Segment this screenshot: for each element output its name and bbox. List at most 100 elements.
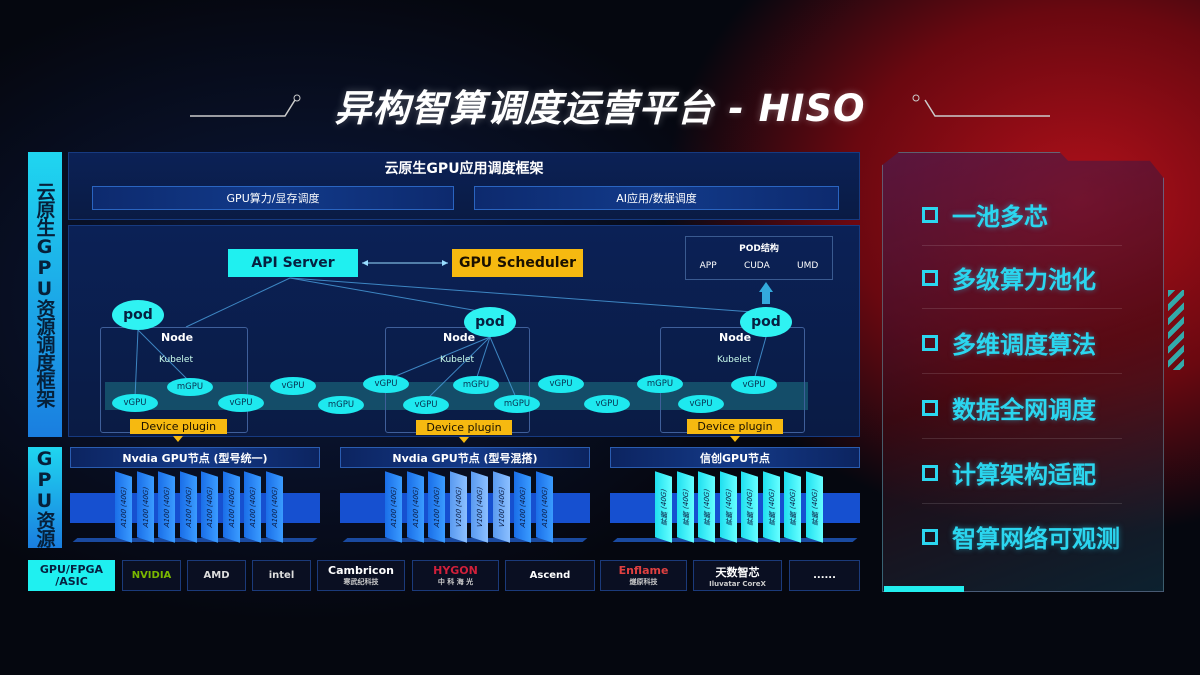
gpu-card: 昇腾 (40G) bbox=[719, 471, 737, 543]
vendor-logo: AMD bbox=[187, 560, 246, 591]
gpu-card: 昇腾 (40G) bbox=[784, 471, 801, 543]
feature-item: 智算网络可观测 bbox=[922, 519, 1120, 554]
pod-3: pod bbox=[740, 307, 792, 337]
gpu-unit: mGPU bbox=[494, 395, 540, 413]
gpu-card: A100 (40G) bbox=[406, 471, 424, 543]
framework-panel: 云原生GPU应用调度框架 GPU算力/显存调度 AI应用/数据调度 bbox=[68, 152, 860, 220]
feature-item: 多维调度算法 bbox=[922, 325, 1096, 360]
node-label: Node bbox=[719, 331, 752, 344]
kubelet-label: Kubelet bbox=[717, 355, 751, 365]
vendor-logo: ...... bbox=[789, 560, 860, 591]
gpu-unit: vGPU bbox=[678, 395, 724, 413]
gpu-unit: vGPU bbox=[403, 396, 449, 414]
title-decoration bbox=[190, 94, 1050, 117]
gpu-card: A100 (40G) bbox=[136, 471, 154, 543]
checkbox-icon bbox=[922, 399, 938, 416]
page-title: 异构智算调度运营平台 - HISO bbox=[334, 87, 866, 130]
device-plugin-2: Device plugin bbox=[416, 420, 512, 435]
gpu-unit: mGPU bbox=[637, 375, 683, 393]
framework-title: 云原生GPU应用调度框架 bbox=[384, 161, 544, 177]
gpu-card: A100 (40G) bbox=[514, 471, 531, 543]
gpu-node-header: Nvdia GPU节点 (型号统一) bbox=[70, 447, 320, 468]
kubelet-label: Kubelet bbox=[159, 355, 193, 365]
feature-item: 数据全网调度 bbox=[922, 390, 1096, 425]
checkbox-icon bbox=[922, 528, 938, 545]
pod-2: pod bbox=[464, 307, 516, 337]
pod-struct-item: CUDA bbox=[743, 261, 770, 271]
vendor-logo: Enflame 燧原科技 bbox=[600, 560, 687, 591]
gpu-card: A100 (40G) bbox=[158, 471, 175, 543]
divider bbox=[922, 373, 1122, 374]
arrow-down-icon bbox=[173, 436, 183, 442]
gpu-unit: vGPU bbox=[218, 394, 264, 412]
checkbox-icon bbox=[922, 206, 938, 223]
gpu-card: A100 (40G) bbox=[265, 471, 283, 543]
checkbox-icon bbox=[922, 464, 938, 481]
gpu-scheduler-box: GPU Scheduler bbox=[452, 249, 583, 277]
vendor-logo: 天数智芯 Iluvatar CoreX bbox=[693, 560, 782, 591]
pod-1: pod bbox=[112, 300, 164, 330]
checkbox-icon bbox=[922, 269, 938, 286]
node-label: Node bbox=[443, 331, 476, 344]
divider bbox=[922, 438, 1122, 439]
feature-item: 一池多芯 bbox=[922, 197, 1048, 232]
gpu-card: 昇腾 (40G) bbox=[805, 471, 823, 543]
vendor-logo: HYGON 中 科 海 光 bbox=[412, 560, 499, 591]
corner-accent bbox=[884, 586, 964, 592]
gpu-card: A100 (40G) bbox=[201, 471, 218, 543]
gpu-card: A100 (40G) bbox=[428, 471, 445, 543]
vendor-label: GPU/FPGA /ASIC bbox=[28, 560, 115, 591]
gpu-card: V100 (40G) bbox=[449, 471, 467, 543]
side-label-scheduling: 云原生GPU资源调度框架 bbox=[28, 152, 62, 437]
pod-structure-box: POD结构 APP CUDA UMD bbox=[685, 236, 833, 280]
stripe-decoration bbox=[1168, 290, 1184, 370]
gpu-card: A100 (40G) bbox=[535, 471, 553, 543]
ai-data-box: AI应用/数据调度 bbox=[474, 186, 839, 210]
gpu-card: 昇腾 (40G) bbox=[698, 471, 715, 543]
gpu-unit: vGPU bbox=[270, 377, 316, 395]
device-plugin-3: Device plugin bbox=[687, 419, 783, 434]
pod-structure-title: POD结构 bbox=[739, 244, 779, 254]
gpu-unit: vGPU bbox=[363, 375, 409, 393]
gpu-card: A100 (40G) bbox=[179, 471, 197, 543]
api-server-box: API Server bbox=[228, 249, 358, 277]
gpu-card: 昇腾 (40G) bbox=[676, 471, 694, 543]
kubelet-label: Kubelet bbox=[440, 355, 474, 365]
arrow-down-icon bbox=[730, 436, 740, 442]
gpu-unit: mGPU bbox=[318, 396, 364, 414]
gpu-node-header: 信创GPU节点 bbox=[610, 447, 860, 468]
node-label: Node bbox=[161, 331, 194, 344]
feature-item: 计算架构适配 bbox=[922, 455, 1096, 490]
gpu-card: 昇腾 (40G) bbox=[762, 471, 780, 543]
divider bbox=[922, 308, 1122, 309]
gpu-unit: vGPU bbox=[584, 395, 630, 413]
gpu-unit: vGPU bbox=[538, 375, 584, 393]
pod-struct-item: UMD bbox=[797, 261, 819, 271]
gpu-card: 昇腾 (40G) bbox=[655, 471, 672, 543]
features-panel bbox=[882, 152, 1164, 592]
vendor-logo: intel bbox=[252, 560, 311, 591]
gpu-card: A100 (40G) bbox=[222, 471, 240, 543]
gpu-compute-box: GPU算力/显存调度 bbox=[92, 186, 454, 210]
gpu-unit: mGPU bbox=[167, 378, 213, 396]
gpu-card: V100 (40G) bbox=[492, 471, 510, 543]
vendor-logo: Cambricon 寒武纪科技 bbox=[317, 560, 405, 591]
gpu-card: A100 (40G) bbox=[385, 471, 402, 543]
gpu-node-header: Nvdia GPU节点 (型号混搭) bbox=[340, 447, 590, 468]
divider bbox=[922, 503, 1122, 504]
gpu-unit: mGPU bbox=[453, 376, 499, 394]
vendor-logo: NVIDIA bbox=[122, 560, 181, 591]
gpu-unit: vGPU bbox=[731, 376, 777, 394]
pod-struct-arrow bbox=[759, 282, 773, 292]
gpu-unit: vGPU bbox=[112, 394, 158, 412]
arrow-down-icon bbox=[459, 437, 469, 443]
checkbox-icon bbox=[922, 334, 938, 351]
side-label-resources: GPU资源 bbox=[28, 447, 62, 548]
gpu-card: 昇腾 (40G) bbox=[741, 471, 758, 543]
gpu-card: A100 (40G) bbox=[115, 471, 132, 543]
device-plugin-1: Device plugin bbox=[130, 419, 227, 434]
pod-struct-item: APP bbox=[699, 261, 717, 271]
feature-item: 多级算力池化 bbox=[922, 260, 1096, 295]
vendor-logo: Ascend bbox=[505, 560, 595, 591]
